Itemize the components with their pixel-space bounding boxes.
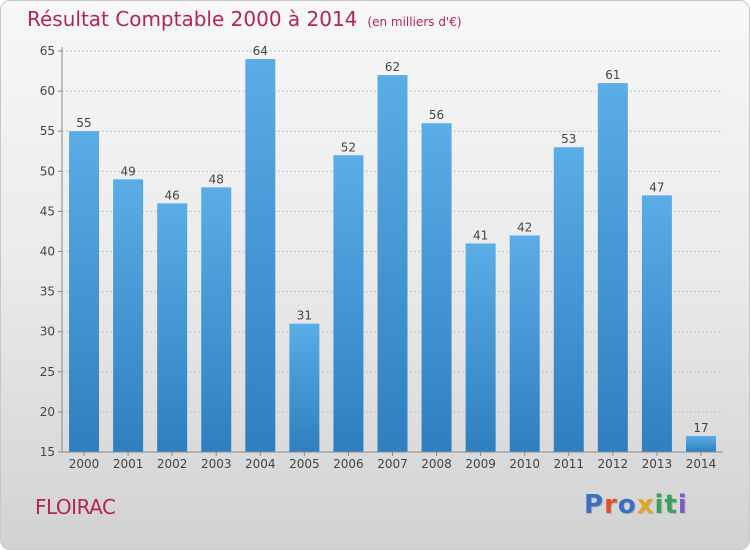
bar-value-label: 42 xyxy=(517,220,532,234)
bar-value-label: 49 xyxy=(120,164,135,178)
x-tick-label: 2013 xyxy=(642,457,673,471)
bar-value-label: 41 xyxy=(473,228,488,242)
bars: 55 49 46 48 64 31 52 62 56 41 42 53 61 47 17 xyxy=(69,44,716,453)
logo-letter: o xyxy=(617,490,637,520)
x-axis: 2000 2001 2002 2003 2004 2005 2006 2007 2008 2009… xyxy=(62,451,723,471)
y-tick-label: 25 xyxy=(40,365,55,379)
bar-2006 xyxy=(333,155,364,452)
chart-title-text: Résultat Comptable 2000 à 2014 xyxy=(27,7,358,31)
x-tick-label: 2006 xyxy=(333,457,364,471)
bar-2002 xyxy=(157,203,188,452)
bar-value-label: 55 xyxy=(76,116,91,130)
bar-value-label: 64 xyxy=(253,44,268,58)
x-tick-label: 2007 xyxy=(377,457,408,471)
bar-value-label: 52 xyxy=(341,140,356,154)
bar-2000 xyxy=(69,131,100,452)
bar-value-label: 56 xyxy=(429,108,444,122)
bar-2004 xyxy=(245,59,276,453)
x-tick-label: 2010 xyxy=(509,457,540,471)
logo-letter: r xyxy=(604,490,618,520)
x-tick-label: 2001 xyxy=(113,457,144,471)
x-tick-label: 2011 xyxy=(553,457,584,471)
logo-letter: x xyxy=(636,490,655,520)
logo-letter: i xyxy=(677,490,688,520)
x-tick-label: 2009 xyxy=(465,457,496,471)
chart-subtitle: (en milliers d'€) xyxy=(367,15,462,29)
x-tick-label: 2000 xyxy=(69,457,100,471)
bar-value-label: 47 xyxy=(649,180,664,194)
logo-letter: i xyxy=(654,490,665,520)
logo-letter: t xyxy=(664,490,678,520)
bar-2010 xyxy=(509,235,540,452)
x-tick-label: 2003 xyxy=(201,457,232,471)
x-tick-label: 2004 xyxy=(245,457,276,471)
y-axis: 15 20 25 30 35 40 45 50 55 60 65 xyxy=(40,44,63,459)
y-tick-label: 50 xyxy=(40,164,55,178)
x-tick-label: 2014 xyxy=(686,457,717,471)
bar-2009 xyxy=(465,243,496,452)
bar-2011 xyxy=(553,147,584,453)
bar-2012 xyxy=(597,83,628,452)
bar-2014 xyxy=(685,435,716,452)
bar-value-label: 31 xyxy=(297,309,312,323)
bar-value-label: 61 xyxy=(605,68,620,82)
bar-2005 xyxy=(289,323,320,452)
x-tick-label: 2012 xyxy=(598,457,629,471)
bar-2001 xyxy=(113,179,144,452)
bar-2008 xyxy=(421,123,452,453)
bar-2007 xyxy=(377,75,408,452)
bar-value-label: 46 xyxy=(165,188,180,202)
y-tick-label: 20 xyxy=(40,405,55,419)
x-tick-label: 2005 xyxy=(289,457,320,471)
y-tick-label: 15 xyxy=(40,445,55,459)
y-tick-label: 45 xyxy=(40,204,55,218)
bar-2003 xyxy=(201,187,232,452)
bar-value-label: 53 xyxy=(561,132,576,146)
bar-value-label: 48 xyxy=(209,172,224,186)
y-tick-label: 35 xyxy=(40,285,55,299)
y-tick-label: 60 xyxy=(40,84,55,98)
city-name: FLOIRAC xyxy=(35,495,116,519)
chart-title: Résultat Comptable 2000 à 2014 (en millie… xyxy=(27,7,462,31)
x-tick-label: 2002 xyxy=(157,457,188,471)
logo-letter: P xyxy=(584,490,605,520)
bar-2013 xyxy=(641,195,672,453)
y-tick-label: 55 xyxy=(40,124,55,138)
x-tick-label: 2008 xyxy=(421,457,452,471)
y-tick-label: 30 xyxy=(40,325,55,339)
proxiti-logo[interactable]: Proxiti xyxy=(584,490,688,520)
bar-value-label: 62 xyxy=(385,60,400,74)
y-tick-label: 40 xyxy=(40,245,55,259)
y-tick-label: 65 xyxy=(40,44,55,58)
bar-value-label: 17 xyxy=(693,421,708,435)
